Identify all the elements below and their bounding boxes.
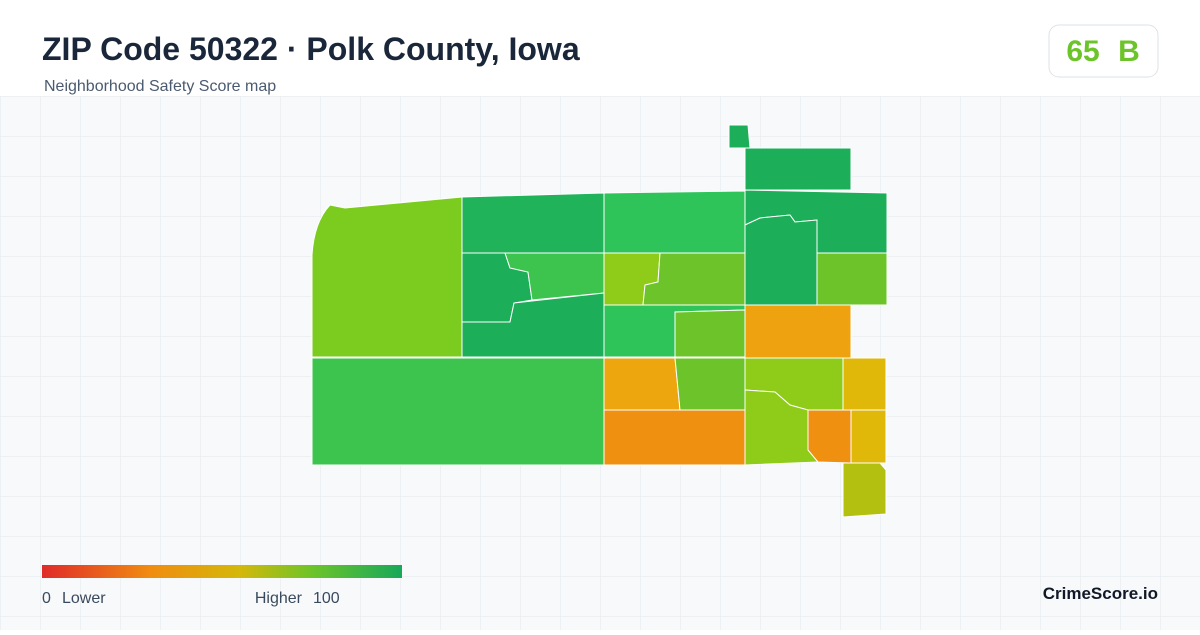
region (728, 124, 751, 149)
region (603, 357, 681, 411)
legend-max-label: Higher (255, 590, 303, 607)
header-bg (0, 0, 1200, 96)
score-badge (1048, 24, 1159, 78)
region (674, 309, 746, 358)
region (603, 409, 746, 466)
region (311, 357, 605, 466)
brand: CrimeScore.io (1043, 584, 1158, 603)
region (807, 409, 852, 464)
map (311, 124, 888, 518)
region (850, 409, 887, 464)
legend-max: 100 (313, 590, 340, 607)
region (842, 357, 887, 411)
region (311, 196, 463, 358)
region (816, 252, 888, 306)
region (674, 357, 746, 411)
region (461, 192, 605, 254)
region (842, 462, 887, 518)
legend-scale (42, 565, 402, 578)
legend-min-label: Lower (62, 590, 106, 607)
title: ZIP Code 50322 · Polk County, Iowa (42, 31, 580, 67)
subtitle: Neighborhood Safety Score map (44, 78, 276, 95)
score: 65 (1066, 35, 1099, 68)
region (603, 190, 746, 254)
grade: B (1118, 35, 1140, 68)
region (744, 304, 852, 359)
region (744, 214, 818, 306)
region (744, 147, 852, 191)
legend-min: 0 (42, 590, 51, 607)
